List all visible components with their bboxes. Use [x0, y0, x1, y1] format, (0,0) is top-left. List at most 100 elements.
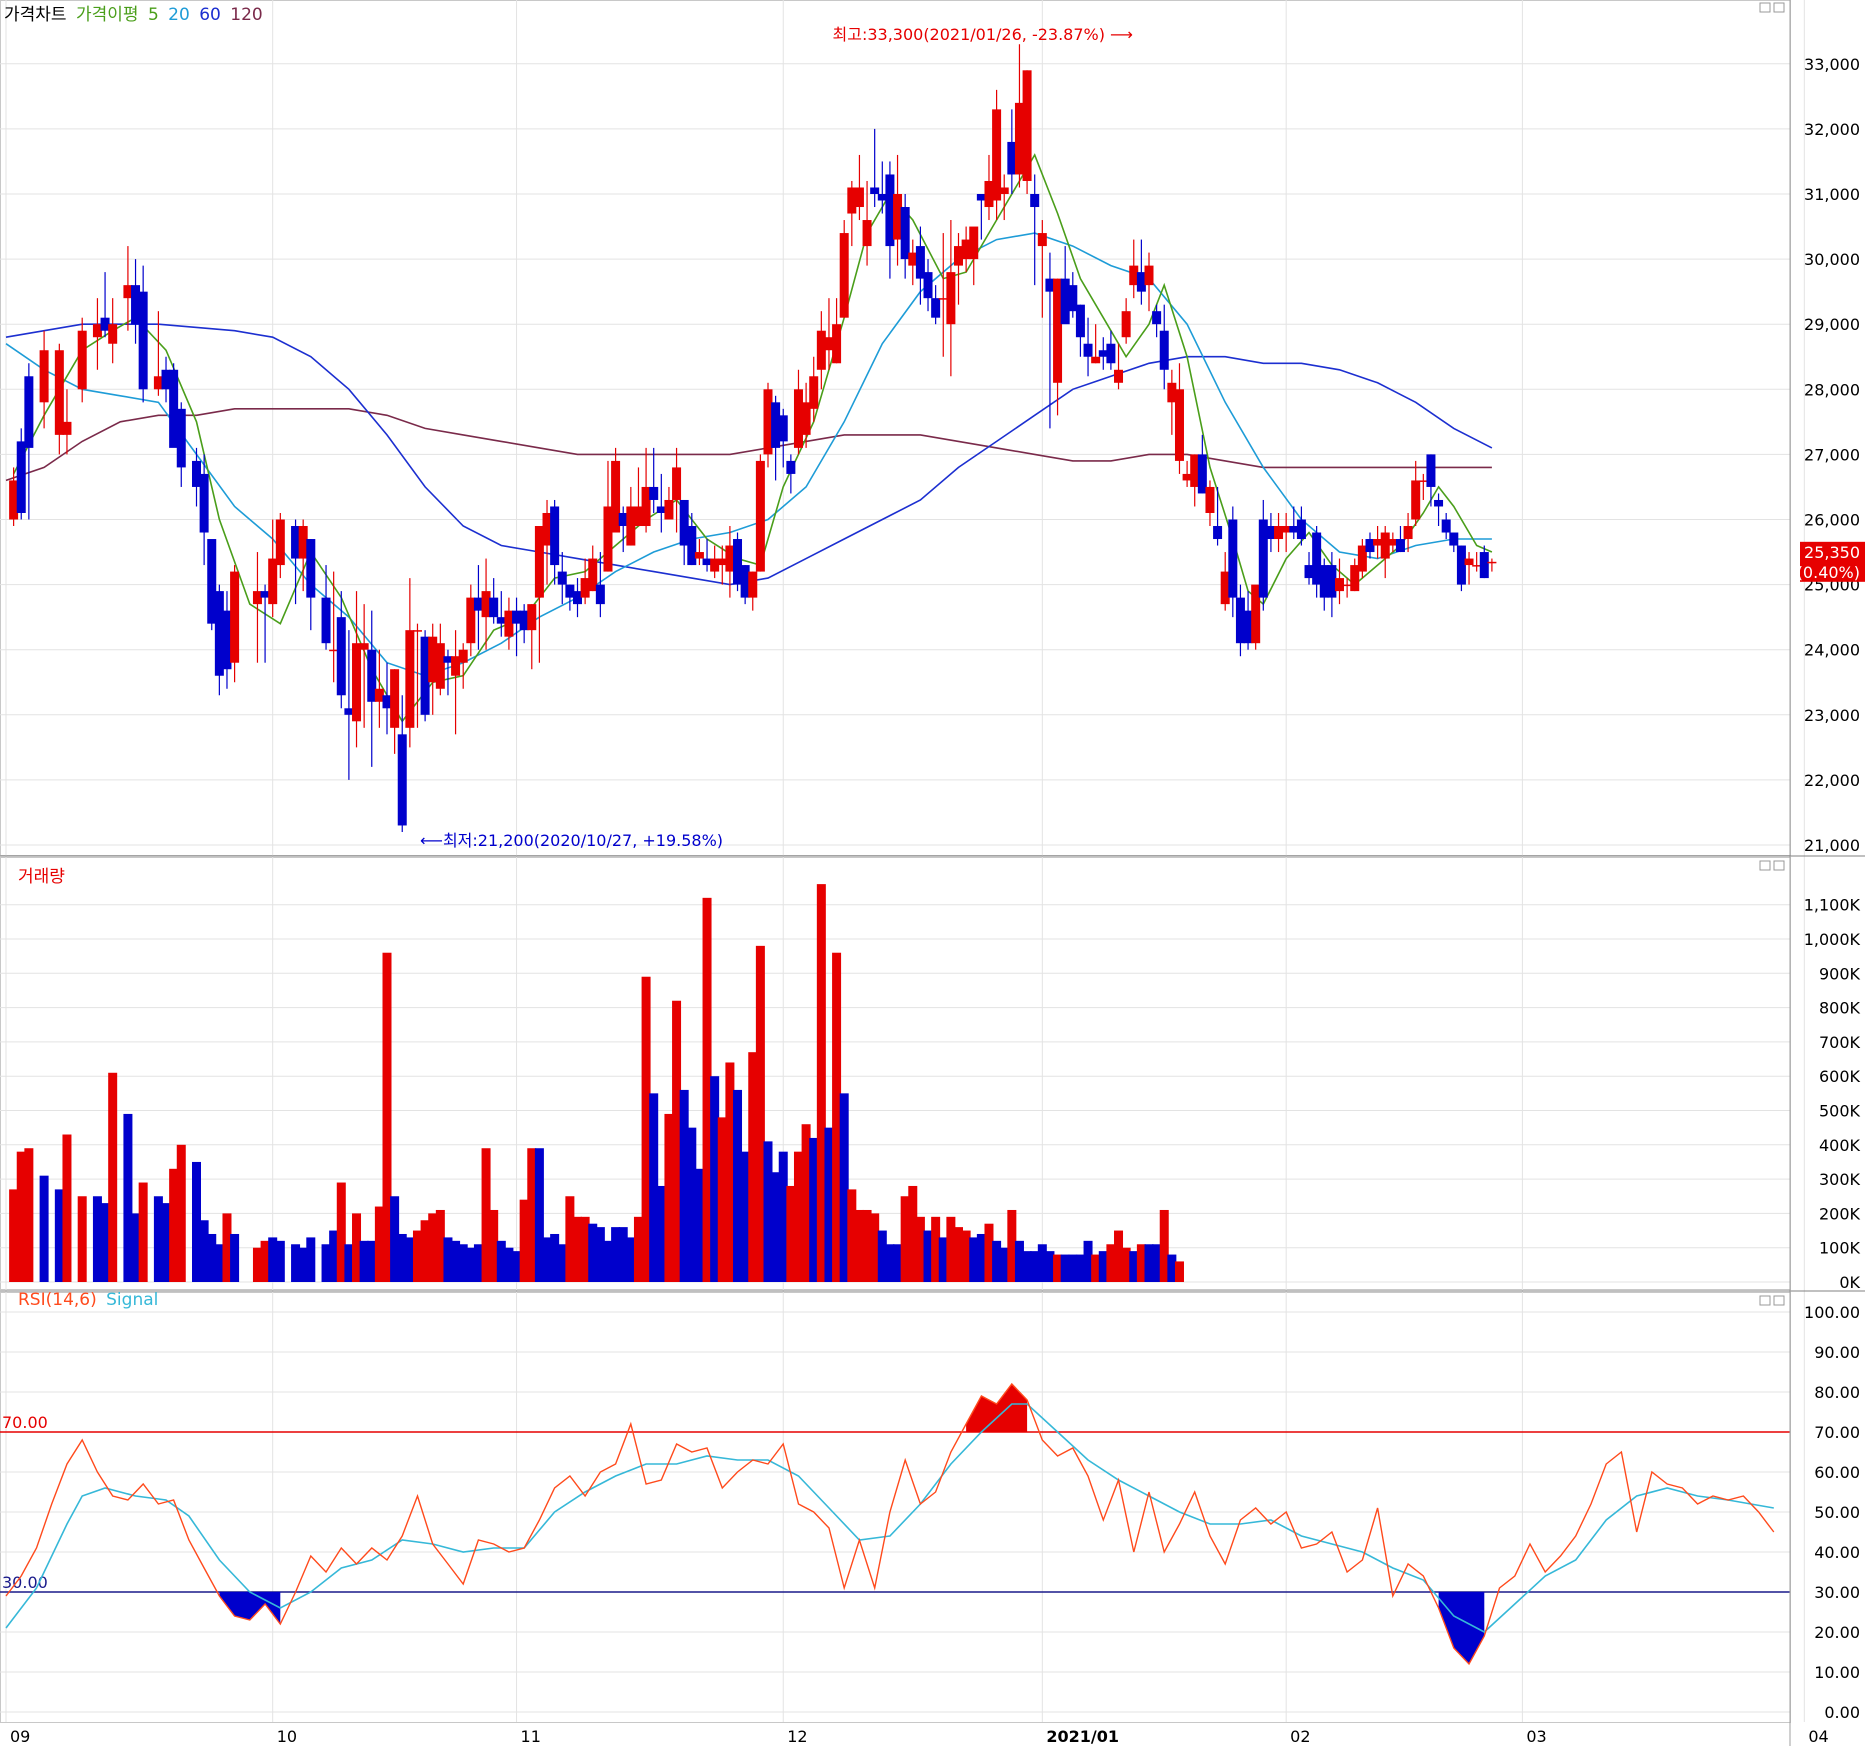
volume-bar[interactable] [786, 1185, 796, 1282]
candle[interactable] [77, 317, 87, 403]
candle[interactable] [672, 447, 682, 533]
candle[interactable] [1228, 506, 1238, 618]
volume-bar[interactable] [877, 1230, 887, 1282]
volume-bar[interactable] [702, 897, 712, 1282]
volume-bar[interactable] [664, 1113, 674, 1282]
volume-bar[interactable] [131, 1213, 141, 1282]
candle[interactable] [428, 623, 438, 715]
volume-bar[interactable] [352, 1213, 362, 1282]
candle[interactable] [771, 395, 781, 481]
volume-bar[interactable] [961, 1230, 971, 1282]
candle[interactable] [1174, 363, 1184, 474]
candle[interactable] [24, 363, 34, 520]
volume-bar[interactable] [1022, 1251, 1032, 1282]
candle[interactable] [885, 161, 895, 279]
volume-bar[interactable] [885, 1244, 895, 1282]
volume-bar[interactable] [679, 1089, 689, 1282]
candle[interactable] [1289, 506, 1299, 540]
legend-ma60[interactable]: 60 [199, 5, 221, 25]
candle[interactable] [435, 623, 445, 696]
candle[interactable] [717, 545, 727, 585]
candle[interactable] [344, 630, 354, 780]
candle[interactable] [1403, 512, 1413, 553]
volume-bar[interactable] [473, 1244, 483, 1282]
volume-bar[interactable] [748, 1052, 758, 1282]
candle[interactable] [618, 506, 628, 553]
candle[interactable] [458, 643, 468, 689]
volume-bar[interactable] [976, 1233, 986, 1282]
candle[interactable] [725, 526, 735, 598]
candle[interactable] [893, 154, 903, 266]
volume-bar[interactable] [1152, 1244, 1162, 1282]
candle[interactable] [740, 565, 750, 605]
candle[interactable] [1144, 252, 1154, 312]
volume-bar[interactable] [268, 1237, 278, 1282]
volume-bar[interactable] [672, 1000, 682, 1282]
candle[interactable] [260, 584, 270, 663]
candle[interactable] [1053, 278, 1063, 416]
candle[interactable] [573, 578, 582, 618]
legend-ma-label[interactable]: 가격이평 [75, 5, 139, 25]
volume-bar[interactable] [809, 1137, 819, 1282]
candle[interactable] [565, 584, 575, 611]
candle[interactable] [702, 539, 712, 572]
candle[interactable] [679, 499, 689, 566]
candle[interactable] [1258, 499, 1268, 611]
price-panel[interactable]: 최고:33,300(2021/01/26, -23.87%) ⟶ ⟵최저:21,2… [5, 25, 1497, 850]
candle[interactable] [176, 402, 186, 487]
candle[interactable] [207, 539, 217, 631]
volume-bar[interactable] [733, 1089, 743, 1282]
volume-bar[interactable] [420, 1220, 430, 1282]
candle[interactable] [54, 343, 64, 455]
volume-bar[interactable] [801, 1124, 811, 1282]
volume-bar[interactable] [542, 1237, 552, 1282]
volume-bar[interactable] [954, 1227, 963, 1282]
volume-bar[interactable] [717, 1117, 727, 1282]
candle[interactable] [451, 630, 461, 735]
ma20-line[interactable] [5, 232, 1492, 677]
volume-panel[interactable] [9, 884, 1184, 1282]
volume-bar[interactable] [740, 1151, 750, 1282]
candle[interactable] [1472, 552, 1482, 572]
volume-bar[interactable] [275, 1240, 285, 1282]
volume-bar[interactable] [1167, 1254, 1177, 1282]
legend-ma120[interactable]: 120 [230, 5, 263, 25]
candle[interactable] [367, 610, 377, 767]
volume-bar[interactable] [694, 1168, 704, 1282]
candle[interactable] [268, 519, 278, 618]
volume-bar[interactable] [755, 945, 765, 1282]
candle[interactable] [1152, 304, 1162, 338]
candle[interactable] [1395, 526, 1405, 553]
volume-bar[interactable] [847, 1189, 857, 1282]
candle[interactable] [832, 298, 842, 364]
volume-bar[interactable] [1045, 1251, 1055, 1282]
volume-bar[interactable] [367, 1240, 377, 1282]
candle[interactable] [1380, 526, 1390, 579]
candle[interactable] [62, 389, 72, 455]
rsi-panel[interactable]: 70.00 30.00 [0, 1382, 1790, 1666]
candle[interactable] [1449, 532, 1459, 553]
candle[interactable] [1159, 304, 1169, 390]
candle[interactable] [390, 669, 400, 754]
candle[interactable] [1464, 552, 1474, 585]
candle[interactable] [1098, 337, 1108, 370]
volume-bar[interactable] [207, 1233, 217, 1282]
candle[interactable] [976, 194, 986, 240]
candle[interactable] [1136, 239, 1146, 305]
candle[interactable] [1106, 330, 1116, 370]
volume-bar[interactable] [832, 952, 842, 1282]
volume-bar[interactable] [16, 1151, 26, 1282]
candle[interactable] [1456, 545, 1466, 592]
volume-bar[interactable] [222, 1213, 232, 1282]
candle[interactable] [420, 630, 430, 722]
volume-bar[interactable] [687, 1127, 697, 1282]
volume-bar[interactable] [161, 1203, 171, 1282]
candle[interactable] [1357, 539, 1367, 579]
candle[interactable] [192, 447, 201, 507]
volume-bar[interactable] [344, 1244, 354, 1282]
volume-bar[interactable] [1075, 1254, 1085, 1282]
volume-bar[interactable] [1053, 1254, 1063, 1282]
rsi-line[interactable] [5, 1382, 1775, 1666]
volume-bar[interactable] [824, 1127, 834, 1282]
candle[interactable] [352, 591, 362, 748]
